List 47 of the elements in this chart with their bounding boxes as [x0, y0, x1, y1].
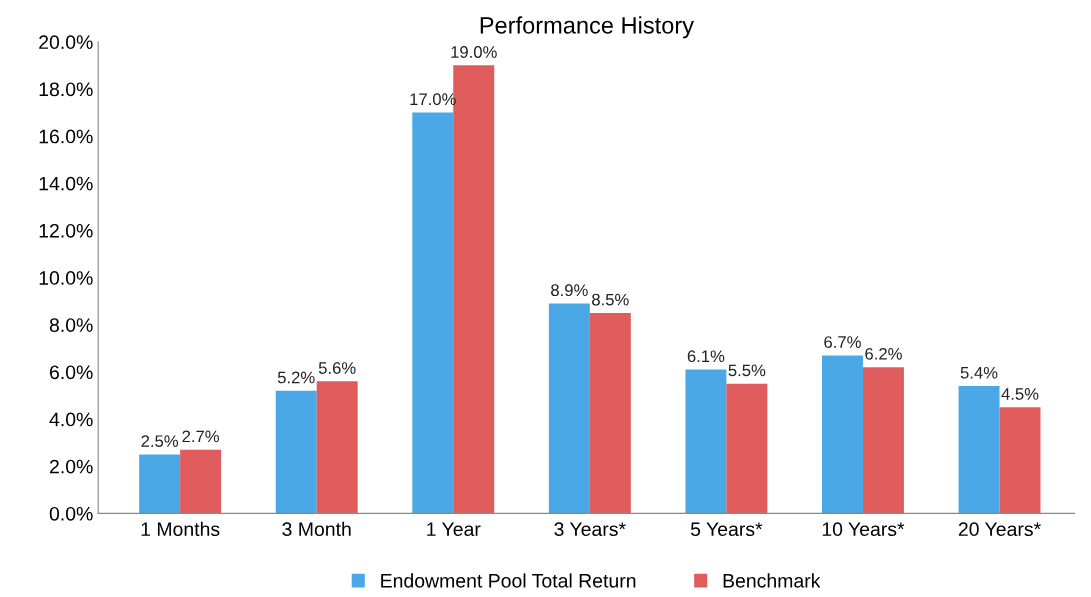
x-tick-label: 5 Years* [690, 522, 763, 537]
x-tick-label: 20 Years* [958, 522, 1041, 537]
y-tick-label: 4.0% [49, 412, 93, 427]
data-label: 19.0% [451, 46, 497, 58]
data-label: 5.6% [318, 362, 356, 374]
y-tick-label: 2.0% [49, 459, 93, 474]
data-label: 6.7% [824, 336, 861, 348]
y-tick-label: 20.0% [39, 35, 93, 50]
data-label: 8.9% [551, 284, 588, 297]
legend-label: Endowment Pool Total Return [381, 573, 636, 588]
bar [275, 390, 317, 514]
bar [316, 381, 358, 514]
y-tick-label: 18.0% [39, 82, 93, 97]
y-tick-label: 12.0% [39, 223, 93, 238]
data-label: 5.4% [960, 366, 998, 379]
y-tick-label: 0.0% [49, 506, 93, 521]
bar [589, 312, 631, 514]
data-label: 5.2% [277, 371, 315, 384]
y-tick-label: 14.0% [39, 176, 93, 191]
data-label: 6.2% [865, 347, 902, 360]
x-tick-label: 1 Months [141, 521, 220, 537]
bar [139, 454, 181, 514]
bar [726, 383, 768, 514]
y-tick-label: 6.0% [50, 365, 93, 380]
data-label: 8.5% [592, 293, 629, 306]
x-tick-label: 1 Year [427, 522, 481, 537]
bar [180, 449, 222, 514]
x-tick-label: 10 Years* [822, 522, 905, 537]
bar [862, 367, 904, 514]
bar [412, 112, 454, 514]
bar [958, 386, 1000, 514]
bar [999, 407, 1041, 514]
bar [548, 303, 590, 514]
data-label: 5.5% [728, 364, 766, 377]
data-label: 2.5% [141, 435, 179, 448]
data-label: 2.7% [182, 430, 220, 443]
y-tick-label: 10.0% [39, 271, 93, 285]
data-label: 6.1% [687, 350, 725, 363]
y-tick-label: 16.0% [39, 129, 93, 144]
data-label: 4.5% [1001, 388, 1039, 400]
legend-label: Benchmark [723, 573, 821, 588]
bar [685, 369, 727, 514]
bar [821, 355, 863, 514]
y-tick-label: 8.0% [49, 318, 93, 333]
x-tick-label: 3 Month [282, 521, 351, 537]
x-tick-label: 3 Years* [554, 522, 626, 537]
chart-title: Performance History [480, 16, 694, 39]
